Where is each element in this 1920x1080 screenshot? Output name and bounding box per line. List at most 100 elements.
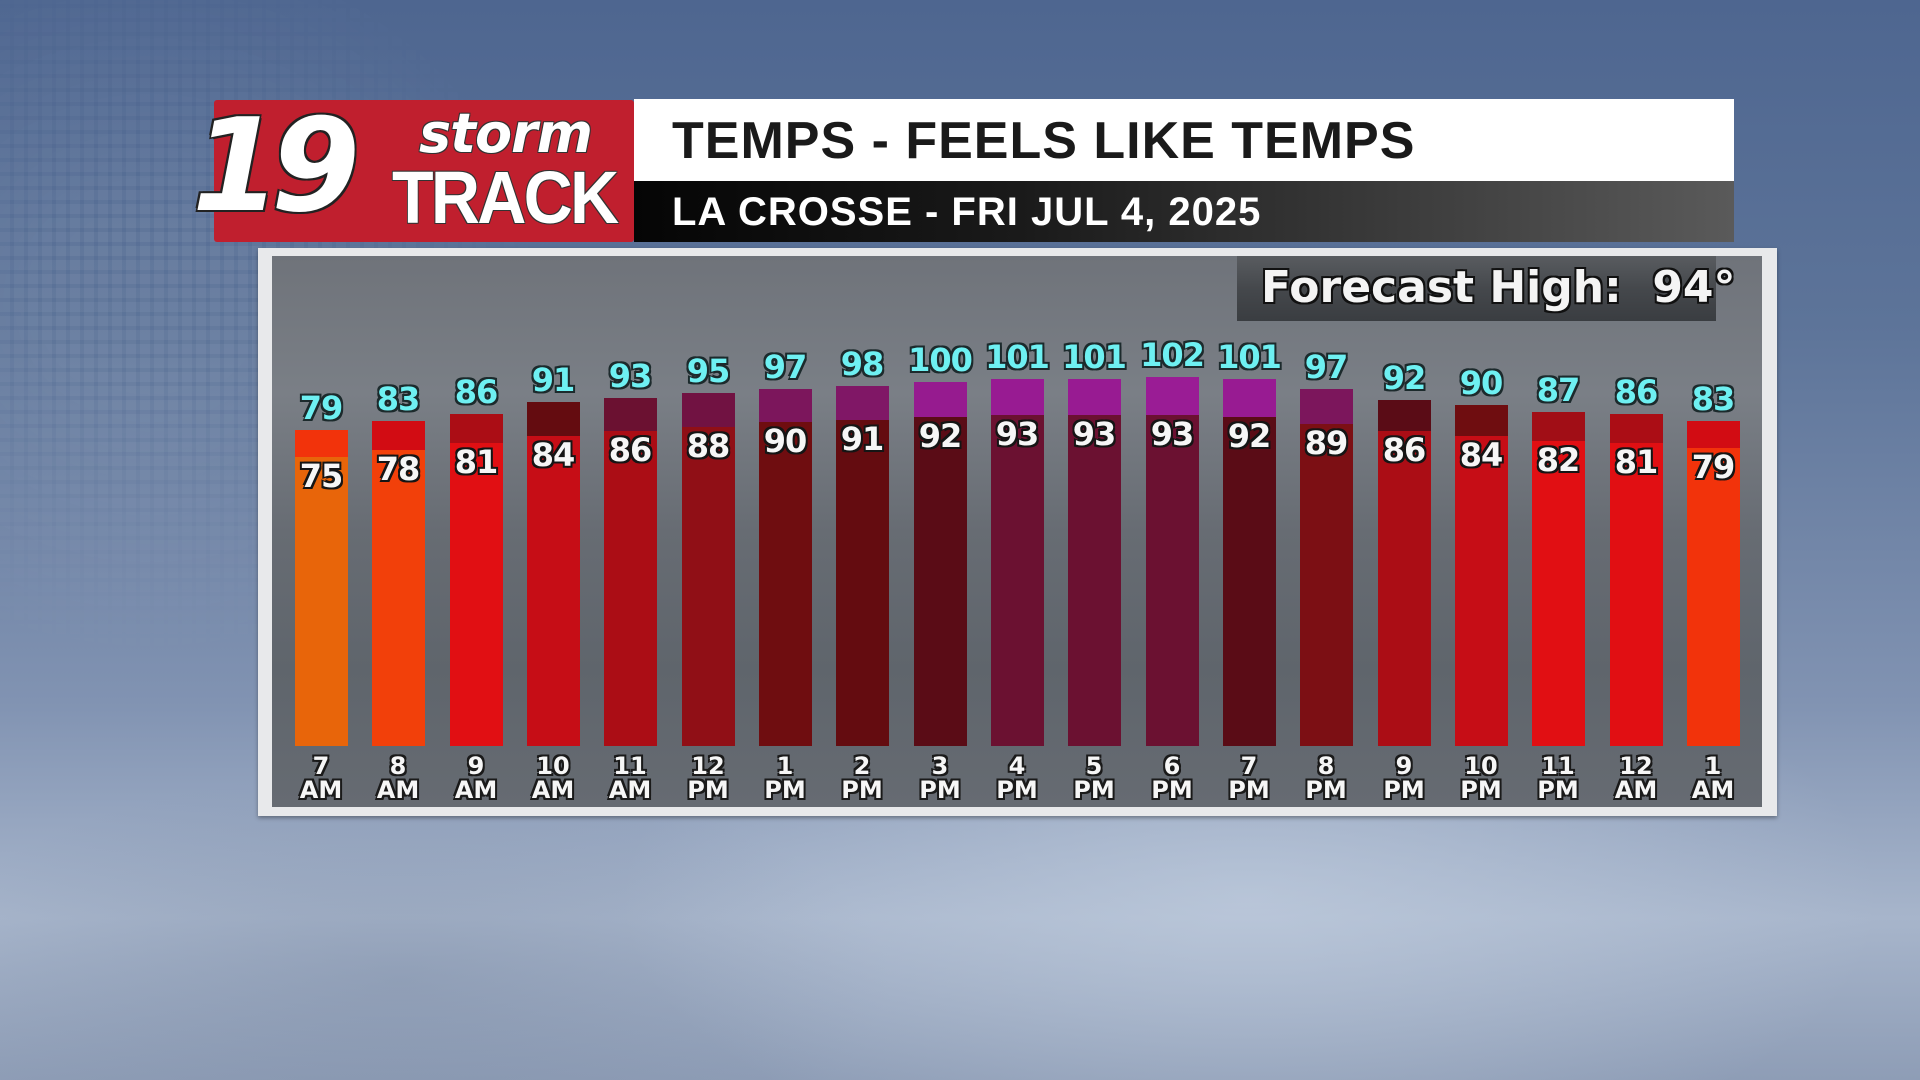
time-hour-label: 11 bbox=[613, 752, 647, 780]
time-hour-label: 7 bbox=[312, 752, 330, 780]
feels-like-value: 93 bbox=[608, 357, 653, 395]
feels-like-value: 86 bbox=[1614, 373, 1659, 411]
time-hour-label: 7 bbox=[1240, 752, 1258, 780]
feels-like-segment bbox=[682, 393, 735, 427]
forecast-high-text: Forecast High: 94° bbox=[1261, 262, 1736, 313]
temp-segment bbox=[1532, 441, 1585, 746]
temp-segment bbox=[604, 431, 657, 746]
feels-like-value: 100 bbox=[908, 341, 973, 379]
feels-like-segment bbox=[1300, 389, 1353, 424]
time-ampm-label: AM bbox=[1614, 776, 1658, 804]
time-hour-label: 1 bbox=[776, 752, 794, 780]
feels-like-segment bbox=[1068, 379, 1121, 415]
subtitle-bar: LA CROSSE - FRI JUL 4, 2025 bbox=[634, 181, 1734, 242]
feels-like-segment bbox=[991, 379, 1044, 415]
time-ampm-label: AM bbox=[454, 776, 498, 804]
time-ampm-label: PM bbox=[687, 776, 729, 804]
time-hour-label: 10 bbox=[536, 752, 570, 780]
time-ampm-label: AM bbox=[299, 776, 343, 804]
temp-value: 90 bbox=[763, 422, 808, 460]
logo-word-storm: storm bbox=[419, 102, 593, 165]
time-hour-label: 5 bbox=[1085, 752, 1103, 780]
temp-value: 91 bbox=[840, 420, 885, 458]
time-hour-label: 12 bbox=[1619, 752, 1653, 780]
bar-8 bbox=[914, 382, 967, 746]
temp-segment bbox=[836, 420, 889, 746]
temp-segment bbox=[1146, 415, 1199, 746]
time-hour-label: 9 bbox=[467, 752, 485, 780]
location-date: LA CROSSE - FRI JUL 4, 2025 bbox=[672, 190, 1262, 234]
feels-like-value: 86 bbox=[454, 373, 499, 411]
temp-value: 92 bbox=[1227, 417, 1272, 455]
time-hour-label: 2 bbox=[853, 752, 871, 780]
temp-segment bbox=[1610, 443, 1663, 746]
bar-7 bbox=[836, 386, 889, 746]
temp-value: 86 bbox=[608, 431, 653, 469]
feels-like-value: 83 bbox=[1691, 380, 1736, 418]
time-hour-label: 4 bbox=[1008, 752, 1026, 780]
forecast-high-box: Forecast High: 94° bbox=[1237, 256, 1736, 321]
feels-like-segment bbox=[836, 386, 889, 420]
bar-4 bbox=[604, 398, 657, 746]
temp-value: 93 bbox=[1072, 415, 1117, 453]
feels-like-value: 98 bbox=[840, 345, 885, 383]
bar-11 bbox=[1146, 377, 1199, 746]
time-hour-label: 11 bbox=[1541, 752, 1575, 780]
bar-15 bbox=[1455, 405, 1508, 746]
temp-segment bbox=[682, 427, 735, 746]
bar-0 bbox=[295, 430, 348, 746]
time-ampm-label: PM bbox=[1151, 776, 1193, 804]
temp-segment bbox=[527, 436, 580, 746]
logo-number: 19 bbox=[192, 92, 360, 241]
temp-value: 82 bbox=[1536, 441, 1581, 479]
feels-like-segment bbox=[604, 398, 657, 431]
title-bar: TEMPS - FEELS LIKE TEMPS bbox=[634, 99, 1734, 181]
time-ampm-label: PM bbox=[1537, 776, 1579, 804]
time-hour-label: 10 bbox=[1464, 752, 1498, 780]
feels-like-value: 97 bbox=[1304, 348, 1349, 386]
temp-segment bbox=[914, 417, 967, 746]
feels-like-value: 90 bbox=[1459, 364, 1504, 402]
feels-like-segment bbox=[295, 430, 348, 457]
bar-6 bbox=[759, 389, 812, 746]
feels-like-value: 101 bbox=[985, 338, 1050, 376]
time-ampm-label: PM bbox=[996, 776, 1038, 804]
temp-value: 81 bbox=[454, 443, 499, 481]
time-ampm-label: PM bbox=[764, 776, 806, 804]
temp-segment bbox=[1378, 431, 1431, 746]
temp-value: 81 bbox=[1614, 443, 1659, 481]
temp-value: 93 bbox=[1150, 415, 1195, 453]
feels-like-value: 97 bbox=[763, 348, 808, 386]
temp-segment bbox=[295, 457, 348, 746]
time-hour-label: 8 bbox=[1317, 752, 1335, 780]
feels-like-segment bbox=[1146, 377, 1199, 415]
feels-like-segment bbox=[372, 421, 425, 450]
time-ampm-label: AM bbox=[608, 776, 652, 804]
time-hour-label: 12 bbox=[691, 752, 725, 780]
temp-segment bbox=[372, 450, 425, 746]
temp-value: 75 bbox=[299, 457, 344, 495]
time-ampm-label: PM bbox=[1383, 776, 1425, 804]
bar-3 bbox=[527, 402, 580, 746]
time-hour-label: 3 bbox=[931, 752, 949, 780]
bar-2 bbox=[450, 414, 503, 746]
time-ampm-label: AM bbox=[1691, 776, 1735, 804]
bar-18 bbox=[1687, 421, 1740, 746]
temp-segment bbox=[1223, 417, 1276, 746]
temp-value: 92 bbox=[918, 417, 963, 455]
feels-like-segment bbox=[1378, 400, 1431, 431]
time-ampm-label: PM bbox=[1073, 776, 1115, 804]
temp-segment bbox=[1300, 424, 1353, 746]
feels-like-segment bbox=[1610, 414, 1663, 443]
feels-like-segment bbox=[1532, 412, 1585, 441]
temp-segment bbox=[1068, 415, 1121, 746]
temp-value: 93 bbox=[995, 415, 1040, 453]
temp-value: 78 bbox=[376, 450, 421, 488]
page-title: TEMPS - FEELS LIKE TEMPS bbox=[672, 112, 1416, 170]
feels-like-segment bbox=[527, 402, 580, 436]
feels-like-segment bbox=[1687, 421, 1740, 448]
feels-like-segment bbox=[914, 382, 967, 417]
bar-9 bbox=[991, 379, 1044, 746]
bar-10 bbox=[1068, 379, 1121, 746]
bar-1 bbox=[372, 421, 425, 746]
